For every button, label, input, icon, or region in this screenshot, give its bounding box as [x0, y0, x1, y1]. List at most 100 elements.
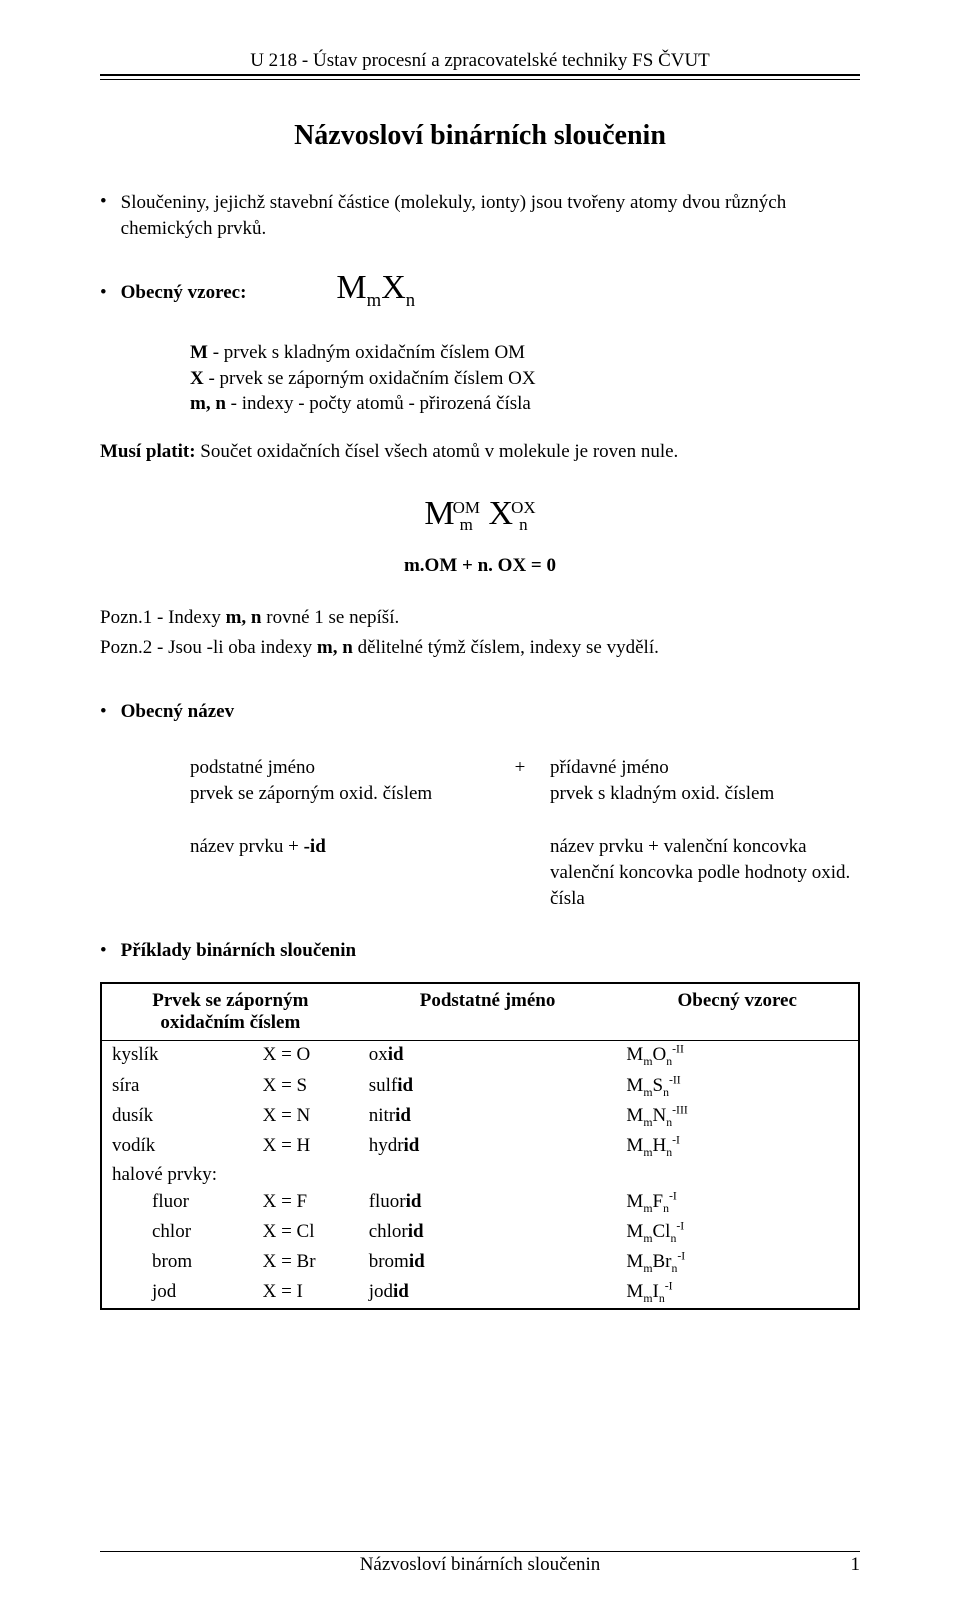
note1-bold: m, n: [226, 607, 262, 628]
cf-sup-OX: OX: [511, 499, 536, 516]
note1-suffix: rovné 1 se nepíší.: [262, 607, 400, 628]
must-hold-line: Musí platit: Součet oxidačních čísel vše…: [100, 441, 860, 463]
th-2: Podstatné jméno: [359, 983, 617, 1041]
cell-noun: sulfid: [359, 1071, 617, 1101]
desc-M: M: [190, 342, 208, 363]
cell-formula: MmNn-III: [616, 1101, 859, 1131]
cf-sub-m: m: [453, 516, 480, 533]
cell-formula: MmOn-II: [616, 1041, 859, 1072]
th-3: Obecný vzorec: [616, 983, 859, 1041]
center-equation: m.OM + n. OX = 0: [100, 555, 860, 577]
note2-prefix: Pozn.2 - Jsou -li oba indexy: [100, 637, 317, 658]
must-hold-label: Musí platit:: [100, 441, 196, 462]
table-row: bromX = BrbromidMmBrn-I: [101, 1248, 859, 1278]
cf-X: X: [489, 495, 514, 532]
desc-mn-rest: - indexy - počty atomů - přirozená čísla: [226, 393, 531, 414]
formula-sub-n: n: [406, 290, 415, 311]
desc-M-rest: - prvek s kladným oxidačním číslem OM: [208, 342, 525, 363]
note-1: Pozn.1 - Indexy m, n rovné 1 se nepíší.: [100, 605, 860, 631]
bullet-icon: •: [100, 190, 107, 241]
bullet-icon: •: [100, 700, 107, 725]
name-structure-row1: podstatné jméno prvek se záporným oxid. …: [190, 755, 860, 806]
cell-element: chlor: [101, 1218, 253, 1248]
cell-element: fluor: [101, 1188, 253, 1218]
name-right3: název prvku + valenční koncovka: [550, 834, 860, 860]
footer-spacer: [100, 1554, 130, 1576]
name-plus: +: [490, 755, 550, 806]
cell-x-assign: X = F: [253, 1188, 359, 1218]
cell-x-assign: X = H: [253, 1131, 359, 1161]
formula-X: X: [381, 269, 406, 306]
cell-element: síra: [101, 1071, 253, 1101]
header-rule: [100, 79, 860, 80]
center-formula: MOMm XOXn: [100, 495, 860, 533]
cell-element: jod: [101, 1278, 253, 1309]
must-hold-text: Součet oxidačních čísel všech atomů v mo…: [196, 441, 679, 462]
desc-X-rest: - prvek se záporným oxidačním číslem OX: [204, 368, 536, 389]
page-header: U 218 - Ústav procesní a zpracovatelské …: [100, 50, 860, 76]
examples-table: Prvek se záporným oxidačním číslem Podst…: [100, 982, 860, 1310]
halogens-label-cell: halové prvky:: [101, 1162, 859, 1188]
name-structure-row2: název prvku + -id název prvku + valenční…: [190, 834, 860, 911]
cf-M: M: [424, 495, 454, 532]
name-left3-prefix: název prvku +: [190, 836, 304, 857]
note-2: Pozn.2 - Jsou -li oba indexy m, n dělite…: [100, 635, 860, 661]
cf-sup-OM: OM: [453, 499, 480, 516]
table-row: kyslíkX = OoxidMmOn-II: [101, 1041, 859, 1072]
cell-formula: MmIn-I: [616, 1278, 859, 1309]
examples-label: Příklady binárních sloučenin: [121, 940, 356, 962]
table-row: síraX = SsulfidMmSn-II: [101, 1071, 859, 1101]
cell-element: brom: [101, 1248, 253, 1278]
cell-noun: oxid: [359, 1041, 617, 1072]
notes-block: Pozn.1 - Indexy m, n rovné 1 se nepíší. …: [100, 605, 860, 660]
general-formula-row: • Obecný vzorec: MmXn: [100, 269, 860, 312]
name-right34: název prvku + valenční koncovka valenční…: [550, 834, 860, 911]
table-row: dusíkX = NnitridMmNn-III: [101, 1101, 859, 1131]
intro-suffix: chemických prvků.: [121, 218, 267, 239]
cell-noun: jodid: [359, 1278, 617, 1309]
intro-block: • Sloučeniny, jejichž stavební částice (…: [100, 190, 860, 241]
name-right1: přídavné jméno: [550, 755, 860, 781]
name-left2: prvek se záporným oxid. číslem: [190, 781, 490, 807]
page-title: Názvosloví binárních sloučenin: [100, 120, 860, 152]
cell-formula: MmFn-I: [616, 1188, 859, 1218]
name-left1: podstatné jméno: [190, 755, 490, 781]
cell-formula: MmCln-I: [616, 1218, 859, 1248]
desc-X: X: [190, 368, 204, 389]
cell-noun: nitrid: [359, 1101, 617, 1131]
cell-noun: fluorid: [359, 1188, 617, 1218]
name-mid-empty: [490, 834, 550, 911]
cell-noun: hydrid: [359, 1131, 617, 1161]
general-name-label: Obecný název: [121, 701, 234, 723]
cell-noun: bromid: [359, 1248, 617, 1278]
examples-head: • Příklady binárních sloučenin: [100, 939, 860, 964]
footer-page-number: 1: [830, 1554, 860, 1576]
note1-prefix: Pozn.1 - Indexy: [100, 607, 226, 628]
cf-sub-n: n: [511, 516, 536, 533]
page-footer: Názvosloví binárních sloučenin 1: [100, 1551, 860, 1576]
general-formula: MmXn: [336, 269, 415, 312]
note2-suffix: dělitelné týmž číslem, indexy se vydělí.: [353, 637, 659, 658]
footer-center: Názvosloví binárních sloučenin: [130, 1554, 830, 1576]
table-row-halogens-label: halové prvky:: [101, 1162, 859, 1188]
formula-description: M - prvek s kladným oxidačním číslem OM …: [190, 340, 860, 417]
cell-formula: MmBrn-I: [616, 1248, 859, 1278]
name-right2: prvek s kladným oxid. číslem: [550, 781, 860, 807]
table-row: fluorX = FfluoridMmFn-I: [101, 1188, 859, 1218]
general-name-head: • Obecný název: [100, 700, 860, 725]
cell-formula: MmHn-I: [616, 1131, 859, 1161]
table-row: vodíkX = HhydridMmHn-I: [101, 1131, 859, 1161]
note2-bold: m, n: [317, 637, 353, 658]
name-left: podstatné jméno prvek se záporným oxid. …: [190, 755, 490, 806]
table-row: jodX = IjodidMmIn-I: [101, 1278, 859, 1309]
formula-M: M: [336, 269, 366, 306]
cell-x-assign: X = S: [253, 1071, 359, 1101]
name-left3-bold: -id: [304, 836, 326, 857]
cell-x-assign: X = Cl: [253, 1218, 359, 1248]
cell-x-assign: X = Br: [253, 1248, 359, 1278]
cell-element: vodík: [101, 1131, 253, 1161]
formula-sub-m: m: [367, 290, 382, 311]
intro-emph: různých: [725, 192, 786, 213]
intro-prefix: Sloučeniny, jejichž stavební částice (mo…: [121, 192, 725, 213]
bullet-icon: •: [100, 281, 107, 306]
